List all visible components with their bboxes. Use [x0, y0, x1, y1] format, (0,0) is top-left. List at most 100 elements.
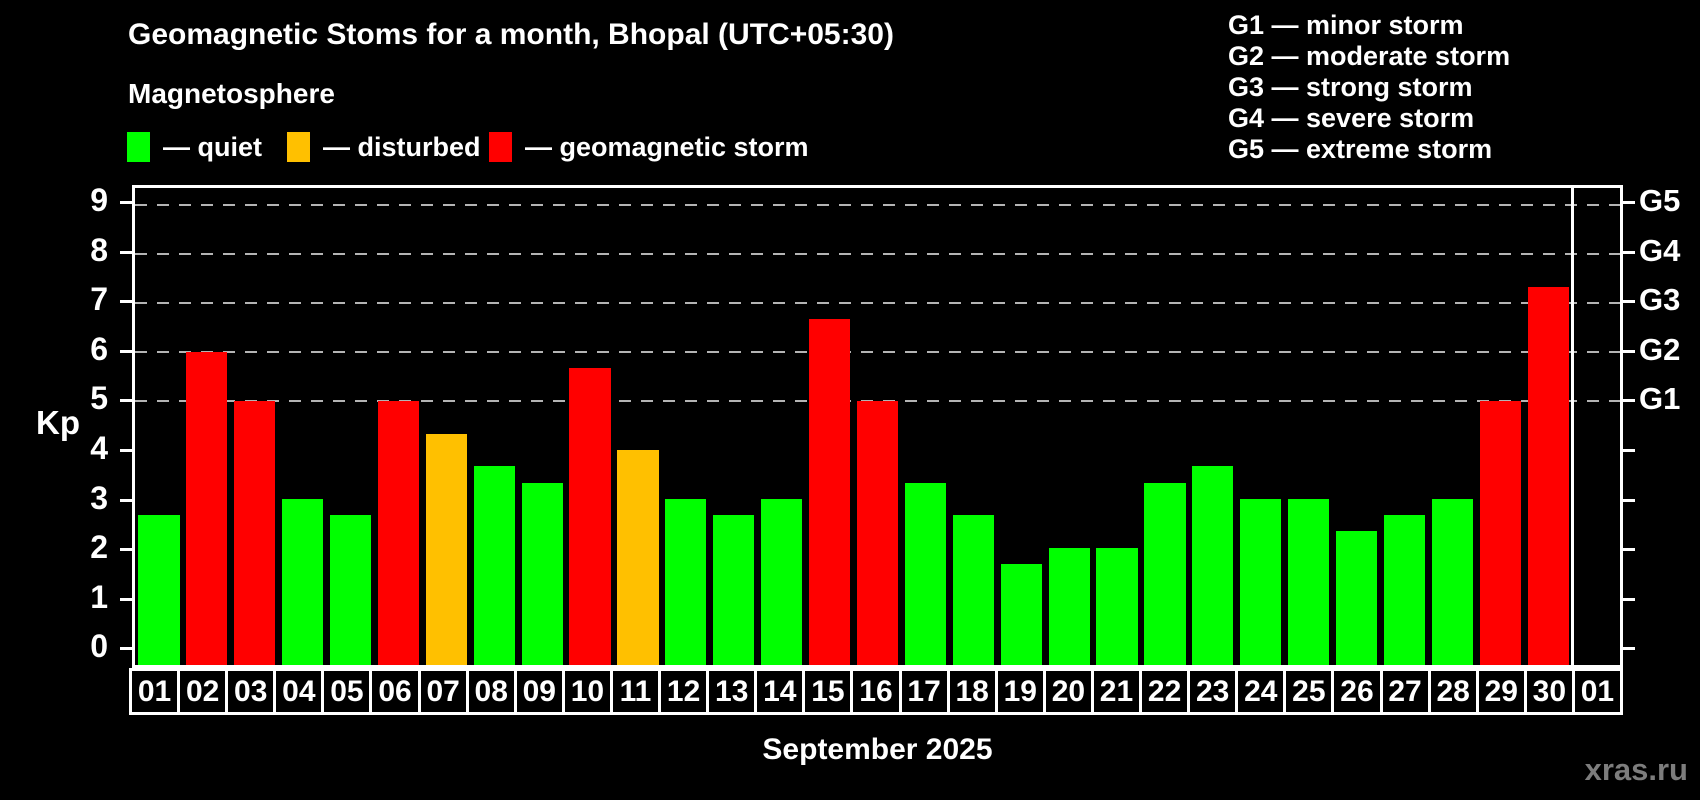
g-scale-legend: G1 — minor storm G2 — moderate storm G3 …: [1228, 10, 1510, 165]
gridline-kp-8: [135, 253, 1620, 256]
y-tick-label-7: 7: [90, 281, 108, 318]
x-axis-day-label-13: 13: [706, 668, 758, 715]
y-tick-left-5: [120, 399, 132, 403]
x-axis-day-label-29: 29: [1475, 668, 1527, 715]
x-axis-day-label-09: 09: [513, 668, 565, 715]
gridline-kp-5: [135, 399, 1620, 402]
g5-legend-line: G5 — extreme storm: [1228, 134, 1493, 164]
bar-day-27: [1383, 514, 1426, 665]
x-axis-day-label-04: 04: [273, 668, 325, 715]
x-axis-day-label-28: 28: [1427, 668, 1479, 715]
bar-day-09: [521, 482, 563, 665]
x-axis-day-label-01: 01: [129, 668, 181, 715]
x-axis-day-label-19: 19: [994, 668, 1046, 715]
x-axis-day-label-16: 16: [850, 668, 902, 715]
y-tick-label-3: 3: [90, 479, 108, 516]
bar-day-24: [1240, 498, 1282, 665]
y-tick-right-7: [1623, 300, 1635, 304]
y-tick-right-5: [1623, 399, 1635, 403]
bar-day-11: [617, 449, 659, 665]
y-axis-title: Kp: [36, 404, 80, 441]
y-tick-label-5: 5: [90, 380, 108, 417]
x-axis-day-label-02: 02: [177, 668, 229, 715]
legend-item-disturbed: — disturbed: [287, 131, 517, 163]
plot-area: [132, 185, 1623, 668]
disturbed-color-swatch: [287, 132, 310, 162]
gridline-kp-7: [135, 301, 1620, 304]
bar-day-29: [1479, 400, 1521, 665]
y-tick-left-0: [120, 647, 132, 651]
bar-day-22: [1144, 482, 1186, 665]
x-axis-day-label-23: 23: [1187, 668, 1239, 715]
bar-day-15: [808, 319, 851, 665]
y-tick-right-2: [1623, 548, 1635, 552]
x-axis-day-label-05: 05: [321, 668, 373, 715]
y-tick-left-8: [120, 250, 132, 254]
x-axis-day-label-08: 08: [465, 668, 517, 715]
gridline-kp-6: [135, 350, 1620, 353]
y-tick-label-2: 2: [90, 529, 108, 566]
y-tick-label-0: 0: [90, 628, 108, 665]
bar-day-26: [1335, 531, 1378, 665]
magnetosphere-subtitle: Magnetosphere: [128, 78, 335, 109]
y-tick-right-1: [1623, 597, 1635, 601]
bar-day-19: [1000, 563, 1042, 665]
y-tick-label-1: 1: [90, 578, 108, 615]
x-axis-day-label-24: 24: [1235, 668, 1287, 715]
y-tick-left-9: [120, 201, 132, 205]
bar-day-10: [569, 368, 611, 665]
bar-day-06: [377, 400, 420, 665]
x-axis-day-label-18: 18: [946, 668, 998, 715]
right-axis-label-g4: G4: [1639, 232, 1681, 268]
bar-day-18: [952, 514, 994, 665]
y-tick-left-4: [120, 449, 132, 453]
y-tick-right-8: [1623, 250, 1635, 254]
legend-item-quiet: — quiet: [127, 131, 357, 163]
x-axis-day-label-20: 20: [1042, 668, 1094, 715]
y-tick-right-6: [1623, 349, 1635, 353]
y-tick-right-0: [1623, 647, 1635, 651]
bar-day-07: [425, 433, 467, 665]
legend-label-disturbed: — disturbed: [323, 132, 481, 162]
month-boundary-line: [1571, 188, 1575, 665]
bar-day-17: [904, 482, 946, 665]
x-axis-day-label-30: 30: [1523, 668, 1575, 715]
y-tick-left-1: [120, 597, 132, 601]
storm-color-swatch: [489, 132, 512, 162]
bar-day-02: [186, 351, 228, 665]
bar-day-21: [1096, 547, 1138, 665]
y-tick-label-4: 4: [90, 430, 108, 467]
x-axis-day-label-25: 25: [1283, 668, 1335, 715]
legend-item-storm: — geomagnetic storm: [489, 131, 819, 163]
gridline-kp-9: [135, 204, 1620, 207]
y-tick-label-8: 8: [90, 231, 108, 268]
right-axis-label-g5: G5: [1639, 183, 1681, 219]
bar-day-12: [665, 498, 707, 665]
x-axis-day-label-26: 26: [1331, 668, 1383, 715]
x-axis-day-label-10: 10: [561, 668, 613, 715]
g4-legend-line: G4 — severe storm: [1228, 103, 1475, 133]
right-axis-label-g3: G3: [1639, 282, 1681, 318]
x-axis-day-label-17: 17: [898, 668, 950, 715]
y-tick-right-9: [1623, 201, 1635, 205]
x-axis-month-label: September 2025: [762, 733, 993, 766]
bar-day-14: [761, 498, 803, 665]
y-tick-left-3: [120, 498, 132, 502]
g2-legend-line: G2 — moderate storm: [1228, 41, 1511, 71]
y-tick-label-9: 9: [90, 182, 108, 219]
bar-day-23: [1192, 465, 1234, 665]
bar-day-03: [234, 400, 276, 665]
right-axis-label-g1: G1: [1639, 381, 1681, 417]
y-tick-left-6: [120, 349, 132, 353]
x-axis-day-label-27: 27: [1379, 668, 1431, 715]
bar-day-25: [1288, 498, 1330, 665]
bar-day-08: [473, 465, 515, 665]
bar-day-01: [138, 514, 180, 665]
bar-day-20: [1048, 547, 1090, 665]
x-axis-day-label-22: 22: [1139, 668, 1191, 715]
bar-day-30: [1527, 286, 1569, 665]
x-axis-day-label-06: 06: [369, 668, 421, 715]
g1-legend-line: G1 — minor storm: [1228, 10, 1464, 40]
x-axis-day-label-03: 03: [225, 668, 277, 715]
